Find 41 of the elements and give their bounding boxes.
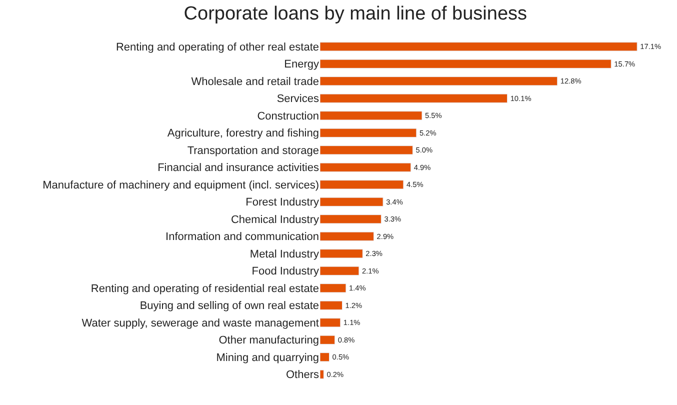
- bar: [320, 370, 324, 379]
- bar: [320, 249, 363, 258]
- bar: [320, 335, 336, 344]
- bar: [320, 128, 417, 138]
- y-tick-label: Renting and operating of residential real estate: [90, 282, 319, 295]
- y-tick-label: Information and communication: [166, 231, 319, 244]
- y-tick-label: Construction: [257, 110, 319, 122]
- y-tick-label: Metal Industry: [250, 248, 320, 260]
- bar: [320, 284, 346, 293]
- bar: [320, 352, 330, 362]
- bar: [320, 300, 342, 310]
- y-tick-label: Other manufacturing: [218, 334, 319, 347]
- bar: [320, 94, 508, 103]
- y-tick-label: Manufacture of machinery and equipment (incl. services): [42, 179, 319, 192]
- bar: [320, 214, 382, 224]
- bar: [320, 59, 612, 68]
- y-tick-label: Wholesale and retail trade: [191, 76, 319, 88]
- y-tick-label: Buying and selling of own real estate: [140, 300, 319, 312]
- bar: [320, 111, 422, 120]
- y-tick-label: Transportation and storage: [187, 144, 319, 157]
- bar: [320, 42, 638, 52]
- bar: [320, 266, 360, 276]
- y-tick-label: Others: [286, 369, 320, 382]
- y-tick-label: Forest Industry: [246, 196, 320, 209]
- bar: [320, 146, 413, 155]
- bar: [320, 76, 558, 86]
- chart-title: Corporate loans by main line of business: [184, 3, 528, 24]
- y-tick-label: Services: [276, 93, 320, 106]
- y-tick-label: Water supply, sewerage and waste management: [82, 317, 319, 330]
- y-tick-label: Renting and operating of other real estate: [116, 41, 319, 54]
- y-tick-label: Energy: [284, 58, 320, 71]
- y-tick-label: Financial and insurance activities: [158, 162, 320, 174]
- bar: [320, 197, 384, 206]
- bar: [320, 162, 412, 172]
- bar: [320, 318, 341, 328]
- bar: [320, 180, 404, 190]
- y-tick-label: Mining and quarrying: [216, 352, 319, 364]
- y-tick-label: Chemical Industry: [230, 214, 320, 226]
- y-tick-label: Food Industry: [252, 266, 320, 278]
- y-tick-label: Agriculture, forestry and fishing: [167, 128, 319, 140]
- bar: [320, 232, 374, 241]
